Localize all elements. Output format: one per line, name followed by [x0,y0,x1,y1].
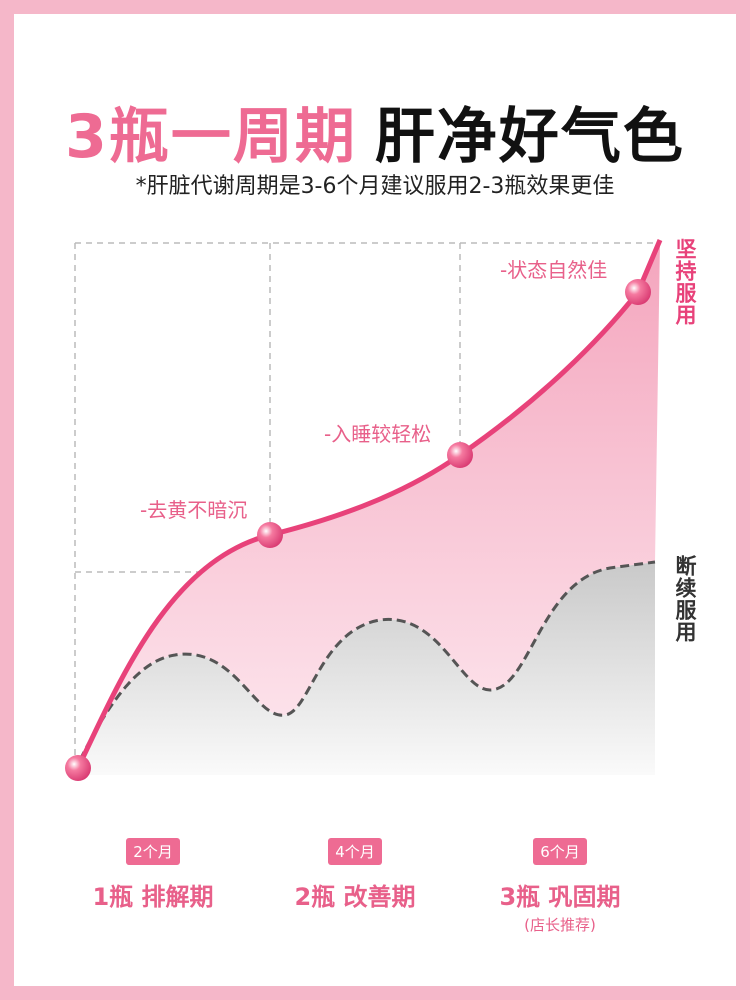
stage-badge: 2个月 [126,838,180,865]
stage-badge: 4个月 [328,838,382,865]
title: 3瓶一周期 肝净好气色 [0,88,750,175]
stage-label: 1瓶 排解期 [92,883,214,911]
side-label: 断续服用 [673,555,697,643]
stage: 2个月 1瓶 排解期 [53,838,253,912]
subtitle: *肝脏代谢周期是3-6个月建议服用2-3瓶效果更佳 [135,174,615,199]
stage-badge: 6个月 [533,838,587,865]
title-main: 肝净好气色 [374,102,685,172]
steady-curve [75,239,663,770]
stage: 6个月 3瓶 巩固期 (店长推荐) [460,838,660,935]
gray-area [80,562,655,775]
side-label: 坚持服用 [673,238,697,326]
stage-label: 2瓶 改善期 [294,883,416,911]
curve-label: -状态自然佳 [500,258,608,282]
stage: 4个月 2瓶 改善期 [255,838,455,912]
title-highlight: 3瓶一周期 [65,102,357,172]
stage-label: 3瓶 巩固期 [499,883,621,911]
markers [65,279,651,781]
curve-label: -入睡较轻松 [324,422,432,446]
stage-note: (店长推荐) [524,916,596,934]
curve-label: -去黄不暗沉 [140,498,248,522]
